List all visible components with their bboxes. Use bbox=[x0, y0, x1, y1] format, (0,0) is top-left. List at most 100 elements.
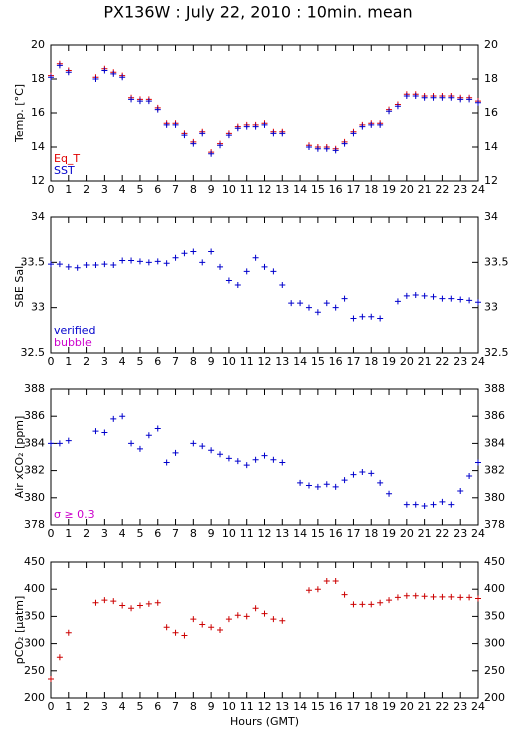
data-point bbox=[368, 601, 375, 608]
data-point bbox=[65, 437, 72, 444]
chart-title: PX136W : July 22, 2010 : 10min. mean bbox=[103, 3, 412, 22]
x-tick-label: 10 bbox=[222, 527, 236, 540]
x-tick-label: 19 bbox=[382, 183, 396, 196]
y-tick-label: 378 bbox=[24, 518, 45, 531]
y-tick-label: 14 bbox=[31, 140, 45, 153]
y-tick-label: 33.5 bbox=[21, 255, 46, 268]
data-point bbox=[403, 501, 410, 508]
data-point bbox=[421, 292, 428, 299]
x-tick-label: 0 bbox=[48, 700, 55, 713]
y-tick-label: 200 bbox=[24, 691, 45, 704]
x-tick-label: 24 bbox=[471, 527, 485, 540]
data-point bbox=[225, 277, 232, 284]
data-point bbox=[305, 144, 312, 150]
data-point bbox=[270, 268, 277, 275]
data-point bbox=[199, 443, 206, 450]
x-tick-label: 8 bbox=[190, 527, 197, 540]
data-point bbox=[475, 299, 481, 306]
data-point bbox=[305, 482, 312, 489]
data-point bbox=[332, 483, 339, 490]
plot-frame bbox=[50, 44, 479, 182]
x-tick-label: 4 bbox=[119, 355, 126, 368]
data-point bbox=[136, 602, 143, 609]
data-point bbox=[430, 593, 437, 600]
data-point bbox=[136, 98, 143, 105]
y2-tick-label: 450 bbox=[484, 555, 505, 568]
x-tick-label: 17 bbox=[346, 183, 360, 196]
data-point bbox=[466, 594, 473, 601]
y-tick-label: 18 bbox=[31, 72, 45, 85]
x-tick-label: 18 bbox=[364, 183, 378, 196]
data-point bbox=[394, 298, 401, 305]
data-point bbox=[243, 462, 250, 469]
data-point bbox=[412, 592, 419, 599]
x-tick-label: 14 bbox=[293, 183, 307, 196]
x-tick-label: 15 bbox=[311, 700, 325, 713]
x-tick-label: 11 bbox=[240, 700, 254, 713]
x-tick-label: 14 bbox=[293, 700, 307, 713]
x-tick-label: 8 bbox=[190, 355, 197, 368]
data-point bbox=[279, 282, 286, 288]
x-tick-label: 4 bbox=[119, 183, 126, 196]
x-tick-label: 1 bbox=[65, 355, 72, 368]
data-point bbox=[48, 440, 54, 447]
x-tick-label: 12 bbox=[258, 700, 272, 713]
data-point bbox=[92, 599, 99, 606]
legend-note: σ ≥ 0.3 bbox=[54, 508, 95, 521]
data-point bbox=[386, 108, 393, 115]
y2-tick-label: 382 bbox=[484, 464, 505, 477]
x-tick-label: 16 bbox=[329, 527, 343, 540]
legend-label: verified bbox=[54, 324, 96, 337]
data-point bbox=[270, 130, 277, 137]
data-point bbox=[154, 425, 161, 432]
data-point bbox=[234, 612, 241, 619]
data-point bbox=[279, 130, 286, 137]
x-tick-label: 10 bbox=[222, 355, 236, 368]
x-tick-label: 7 bbox=[172, 527, 179, 540]
y-tick-label: 34 bbox=[31, 210, 45, 223]
data-point bbox=[225, 132, 232, 139]
x-tick-label: 2 bbox=[83, 183, 90, 196]
x-tick-label: 6 bbox=[154, 355, 161, 368]
x-tick-label: 7 bbox=[172, 355, 179, 368]
data-point bbox=[261, 610, 268, 617]
data-point bbox=[288, 300, 295, 307]
data-point bbox=[475, 99, 481, 106]
data-point bbox=[172, 121, 179, 128]
y2-tick-label: 350 bbox=[484, 609, 505, 622]
data-point bbox=[92, 262, 99, 269]
data-point bbox=[386, 597, 393, 604]
x-tick-label: 17 bbox=[346, 355, 360, 368]
data-point bbox=[110, 262, 117, 269]
plot-frame bbox=[50, 561, 479, 699]
y2-tick-label: 16 bbox=[484, 106, 498, 119]
x-tick-label: 9 bbox=[208, 527, 215, 540]
data-point bbox=[448, 593, 455, 600]
data-point bbox=[92, 76, 99, 82]
x-tick-label: 15 bbox=[311, 355, 325, 368]
y2-tick-label: 250 bbox=[484, 664, 505, 677]
y2-tick-label: 378 bbox=[484, 518, 505, 531]
data-point bbox=[261, 121, 268, 128]
data-point bbox=[217, 142, 224, 149]
data-point bbox=[163, 260, 170, 267]
y-tick-label: 12 bbox=[31, 174, 45, 187]
y-axis-label: Air xCO₂ [ppm] bbox=[13, 416, 26, 499]
x-tick-label: 2 bbox=[83, 355, 90, 368]
x-tick-label: 0 bbox=[48, 183, 55, 196]
x-tick-label: 3 bbox=[101, 700, 108, 713]
data-point bbox=[199, 621, 206, 628]
y-tick-label: 450 bbox=[24, 555, 45, 568]
data-point bbox=[217, 263, 224, 270]
data-point bbox=[110, 598, 117, 605]
data-point bbox=[332, 578, 339, 585]
data-point bbox=[208, 447, 215, 454]
y2-tick-label: 33.5 bbox=[484, 255, 509, 268]
data-point bbox=[208, 248, 215, 255]
data-point bbox=[136, 445, 143, 452]
data-point bbox=[65, 629, 72, 636]
y2-tick-label: 388 bbox=[484, 382, 505, 395]
data-point bbox=[119, 413, 126, 420]
data-point bbox=[172, 254, 179, 261]
